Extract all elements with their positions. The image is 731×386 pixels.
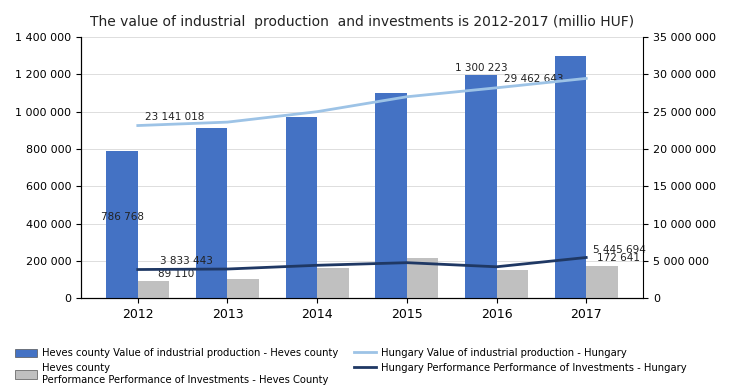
Text: 23 141 018: 23 141 018 (145, 112, 205, 122)
Bar (376, 93, 407, 298)
Line: Hungary Value of industrial production - Hungary: Hungary Value of industrial production -… (138, 78, 586, 125)
Text: 1 300 223: 1 300 223 (455, 63, 507, 73)
Hungary Performance Performance of Investments - Hungary (223, 267, 232, 271)
Text: 5 445 694: 5 445 694 (594, 245, 646, 255)
Hungary Value of industrial production - Hungary (582, 76, 591, 81)
Bar (496, 270, 528, 298)
Bar (317, 268, 349, 298)
Hungary Performance Performance of Investments - Hungary (582, 255, 591, 260)
Hungary Performance Performance of Investments - Hungary (403, 261, 412, 265)
Hungary Value of industrial production - Hungary (134, 123, 143, 128)
Hungary Performance Performance of Investments - Hungary (313, 263, 322, 267)
Bar (107, 151, 138, 298)
Hungary Value of industrial production - Hungary (313, 109, 322, 114)
Text: 786 768: 786 768 (101, 212, 143, 222)
Bar (286, 117, 317, 298)
Hungary Value of industrial production - Hungary (223, 120, 232, 124)
Legend: Heves county Value of industrial production - Heves county, Heves county
Perform: Heves county Value of industrial product… (12, 344, 690, 386)
Bar (586, 266, 618, 298)
Text: 172 641: 172 641 (597, 253, 640, 263)
Bar (138, 281, 169, 298)
Text: 29 462 643: 29 462 643 (504, 74, 563, 85)
Bar (555, 56, 586, 298)
Bar (407, 258, 438, 298)
Hungary Performance Performance of Investments - Hungary (134, 267, 143, 272)
Line: Hungary Performance Performance of Investments - Hungary: Hungary Performance Performance of Inves… (138, 257, 586, 269)
Hungary Performance Performance of Investments - Hungary (492, 264, 501, 269)
Hungary Value of industrial production - Hungary (403, 95, 412, 99)
Text: 3 833 443: 3 833 443 (160, 256, 213, 266)
Bar (196, 129, 227, 298)
Title: The value of industrial  production  and investments is 2012-2017 (millio HUF): The value of industrial production and i… (90, 15, 634, 29)
Bar (465, 75, 496, 298)
Text: 89 110: 89 110 (158, 269, 194, 279)
Hungary Value of industrial production - Hungary (492, 86, 501, 90)
Bar (227, 279, 259, 298)
